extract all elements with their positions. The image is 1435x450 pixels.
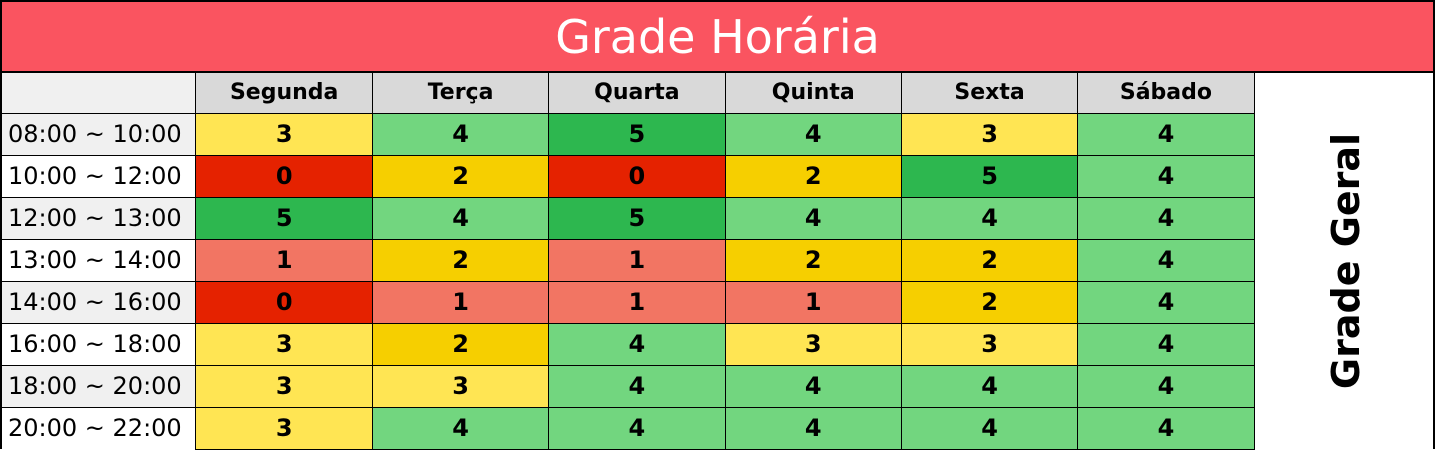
grade-cell[interactable]: 0 — [548, 154, 726, 198]
grade-cell[interactable]: 2 — [371, 238, 550, 282]
grade-cell[interactable]: 0 — [195, 280, 373, 324]
time-slot-label[interactable]: 08:00 ~ 10:00 — [2, 112, 197, 155]
grade-cell[interactable]: 4 — [371, 112, 550, 156]
corner-cell[interactable] — [2, 73, 197, 113]
grade-cell[interactable]: 3 — [900, 322, 1079, 366]
grade-cell[interactable]: 5 — [548, 112, 726, 156]
time-slot-label[interactable]: 14:00 ~ 16:00 — [2, 280, 197, 323]
time-slot-label[interactable]: 10:00 ~ 12:00 — [2, 154, 197, 197]
grade-cell[interactable]: 5 — [548, 196, 726, 240]
time-slot-label[interactable]: 16:00 ~ 18:00 — [2, 322, 197, 365]
grade-cell[interactable]: 4 — [548, 364, 726, 408]
table-row: 12:00 ~ 13:00 5 4 5 4 4 4 — [2, 196, 1433, 240]
table-row: 20:00 ~ 22:00 3 4 4 4 4 4 — [2, 406, 1433, 450]
grade-cell[interactable]: 5 — [900, 154, 1079, 198]
grade-cell[interactable]: 4 — [1077, 406, 1255, 450]
grade-cell[interactable]: 4 — [548, 406, 726, 450]
day-header-2[interactable]: Quarta — [548, 73, 726, 114]
grade-cell[interactable]: 2 — [724, 154, 902, 198]
day-header-4[interactable]: Sexta — [900, 73, 1079, 114]
grade-cell[interactable]: 2 — [724, 238, 902, 282]
time-slot-label[interactable]: 12:00 ~ 13:00 — [2, 196, 197, 239]
grade-cell[interactable]: 4 — [724, 406, 902, 450]
day-header-5[interactable]: Sábado — [1077, 73, 1255, 114]
grade-cell[interactable]: 1 — [548, 280, 726, 324]
grade-cell[interactable]: 4 — [1077, 238, 1255, 282]
grade-cell[interactable]: 3 — [371, 364, 550, 408]
grade-cell[interactable]: 4 — [1077, 322, 1255, 366]
time-slot-label[interactable]: 18:00 ~ 20:00 — [2, 364, 197, 407]
header-row: Segunda Terça Quarta Quinta Sexta Sábado — [2, 73, 1433, 114]
grade-cell[interactable]: 4 — [1077, 196, 1255, 240]
day-header-3[interactable]: Quinta — [724, 73, 902, 114]
grade-cell[interactable]: 2 — [371, 154, 550, 198]
grade-cell[interactable]: 4 — [900, 196, 1079, 240]
grade-cell[interactable]: 5 — [195, 196, 373, 240]
grade-cell[interactable]: 3 — [195, 112, 373, 156]
grade-cell[interactable]: 4 — [1077, 280, 1255, 324]
grade-cell[interactable]: 4 — [1077, 154, 1255, 198]
grade-cell[interactable]: 4 — [724, 364, 902, 408]
table-row: 14:00 ~ 16:00 0 1 1 1 2 4 — [2, 280, 1433, 324]
grade-cell[interactable]: 3 — [724, 322, 902, 366]
table-row: 10:00 ~ 12:00 0 2 0 2 5 4 — [2, 154, 1433, 198]
table-row: 13:00 ~ 14:00 1 2 1 2 2 4 — [2, 238, 1433, 282]
grade-cell[interactable]: 2 — [900, 280, 1079, 324]
grade-cell[interactable]: 4 — [1077, 112, 1255, 156]
grade-cell[interactable]: 4 — [371, 196, 550, 240]
grade-cell[interactable]: 4 — [371, 406, 550, 450]
grade-cell[interactable]: 0 — [195, 154, 373, 198]
grade-cell[interactable]: 1 — [548, 238, 726, 282]
grade-cell[interactable]: 2 — [900, 238, 1079, 282]
grade-cell[interactable]: 4 — [724, 196, 902, 240]
table-row: 16:00 ~ 18:00 3 2 4 3 3 4 — [2, 322, 1433, 366]
grade-cell[interactable]: 4 — [900, 364, 1079, 408]
time-slot-label[interactable]: 20:00 ~ 22:00 — [2, 406, 197, 449]
schedule-grid: Segunda Terça Quarta Quinta Sexta Sábado 08:0… — [2, 73, 1433, 450]
grade-cell[interactable]: 2 — [371, 322, 550, 366]
table-row: 08:00 ~ 10:00 3 4 5 4 3 4 — [2, 112, 1433, 449]
grade-cell[interactable]: 3 — [900, 112, 1079, 156]
sheet-title-text: Grade Horária — [555, 9, 880, 64]
day-header-1[interactable]: Terça — [371, 73, 550, 114]
grade-cell[interactable]: 1 — [371, 280, 550, 324]
grade-cell[interactable]: 3 — [195, 364, 373, 408]
grade-cell[interactable]: 3 — [195, 322, 373, 366]
grade-cell[interactable]: 4 — [724, 112, 902, 156]
side-column-header[interactable] — [1253, 73, 1433, 113]
day-header-0[interactable]: Segunda — [195, 73, 373, 114]
side-column[interactable] — [1253, 113, 1433, 449]
grade-cell[interactable]: 4 — [548, 322, 726, 366]
grade-cell[interactable]: 4 — [900, 406, 1079, 450]
grade-cell[interactable]: 4 — [1077, 364, 1255, 408]
sheet-title: Grade Horária — [2, 0, 1433, 73]
table-row: 18:00 ~ 20:00 3 3 4 4 4 4 — [2, 364, 1433, 408]
grade-cell[interactable]: 1 — [724, 280, 902, 324]
grade-cell[interactable]: 3 — [195, 406, 373, 450]
time-slot-label[interactable]: 13:00 ~ 14:00 — [2, 238, 197, 281]
grade-cell[interactable]: 1 — [195, 238, 373, 282]
